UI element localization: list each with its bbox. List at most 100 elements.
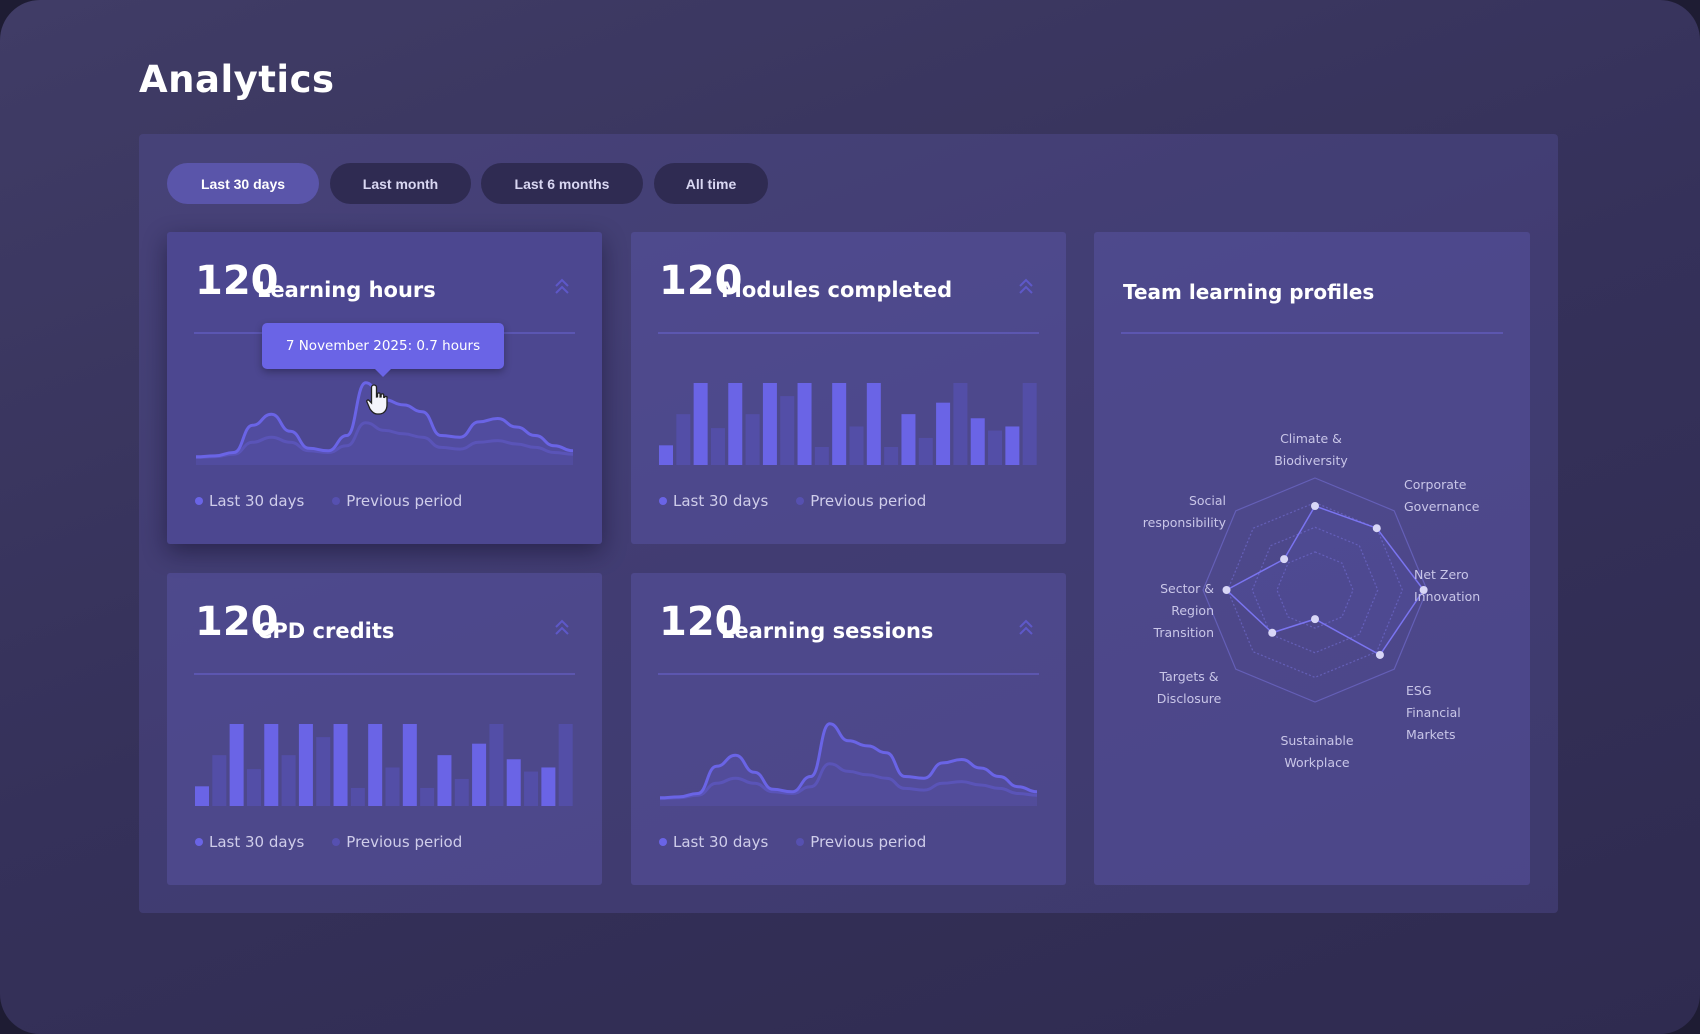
metric-label: Learning hours (257, 278, 436, 302)
chart-legend: Last 30 days Previous period (659, 492, 926, 510)
card-learning-hours[interactable]: 120 Learning hours Last 30 days Previous pe… (167, 232, 602, 544)
bar-previous (489, 724, 504, 806)
chevron-double-up-icon[interactable] (1016, 276, 1036, 296)
bar-current (541, 767, 556, 806)
radar-point (1311, 615, 1319, 624)
legend-dot (195, 838, 203, 846)
chevron-double-up-icon[interactable] (552, 276, 572, 296)
chart-tooltip: 7 November 2025: 0.7 hours (262, 323, 504, 377)
bar-current (762, 383, 777, 465)
bar-current (901, 414, 916, 465)
radar-point (1419, 586, 1428, 594)
legend-label: Previous period (810, 492, 927, 510)
bar-previous (780, 396, 795, 465)
bar-current (797, 383, 812, 465)
legend-dot (332, 497, 341, 505)
legend-label: Last 30 days (673, 833, 769, 851)
chart-legend: Last 30 days Previous period (659, 833, 926, 851)
legend-current: Last 30 days (195, 833, 304, 851)
bar-previous (849, 426, 864, 465)
bar-previous (420, 787, 435, 806)
metric-value: 120 (659, 599, 743, 645)
divider (194, 673, 575, 675)
bar-chart (658, 360, 1039, 470)
radar-chart (1202, 477, 1428, 703)
legend-dot (659, 838, 667, 846)
legend-previous: Previous period (796, 833, 926, 851)
radar-grid-ring (1202, 477, 1428, 703)
area-current (196, 382, 573, 465)
area-current (660, 723, 1037, 806)
filter-all-time[interactable]: All time (654, 163, 768, 204)
bar-current (659, 445, 673, 465)
bar-current (437, 755, 452, 806)
radar-point (1372, 524, 1381, 533)
bar-previous (212, 755, 227, 806)
metric-label: Learning sessions (721, 619, 934, 643)
bar-previous (1022, 383, 1037, 465)
filter-last-30-days[interactable]: Last 30 days (167, 163, 319, 204)
bar-chart (194, 701, 575, 811)
legend-current: Last 30 days (659, 833, 768, 851)
radar-axis-label: Targets & Disclosure (1156, 669, 1222, 706)
legend-dot (332, 838, 341, 846)
card-modules-completed[interactable]: 120 Modules completed Last 30 days Previous… (631, 232, 1066, 544)
radar-axis-label: Net Zero Innovation (1414, 567, 1481, 604)
divider (658, 673, 1039, 675)
legend-label: Previous period (346, 833, 463, 851)
bar-current (970, 418, 985, 465)
pointer-hand-icon (365, 382, 393, 416)
metric-value: 120 (195, 599, 279, 645)
filter-last-6-months[interactable]: Last 6 months (481, 163, 643, 204)
metric-label: Modules completed (721, 278, 953, 302)
bar-current (333, 724, 348, 806)
bar-current (506, 759, 521, 806)
radar-axis-label: Social responsibility (1142, 493, 1226, 530)
chevron-double-up-icon[interactable] (1016, 617, 1036, 637)
metric-value: 120 (195, 258, 279, 304)
legend-dot (195, 497, 203, 505)
bar-previous (676, 414, 691, 465)
bar-previous (385, 767, 400, 806)
card-team-learning-profiles: Team learning profiles Climate & Biodiver… (1094, 232, 1530, 885)
bar-current (866, 383, 881, 465)
bar-current (693, 383, 708, 465)
bar-current (368, 724, 383, 806)
bar-previous (953, 383, 968, 465)
divider (658, 332, 1039, 334)
bar-current (472, 743, 487, 806)
chart-legend: Last 30 days Previous period (195, 833, 462, 851)
radar-grid-ring (1276, 551, 1354, 629)
radar-grid-ring (1251, 526, 1379, 654)
bar-current (1005, 426, 1020, 465)
legend-current: Last 30 days (195, 492, 304, 510)
bar-previous (988, 430, 1003, 465)
bar-previous (524, 771, 539, 806)
bar-current (402, 724, 417, 806)
radar-grid-ring (1226, 501, 1404, 679)
bar-previous (814, 446, 829, 465)
legend-label: Last 30 days (673, 492, 769, 510)
bar-current (229, 724, 244, 806)
bar-previous (454, 778, 469, 806)
legend-dot (796, 838, 805, 846)
legend-previous: Previous period (796, 492, 926, 510)
bar-current (298, 724, 313, 806)
legend-label: Last 30 days (209, 833, 305, 851)
filter-last-month[interactable]: Last month (330, 163, 471, 204)
bar-previous (350, 787, 365, 806)
radar-point (1268, 628, 1277, 637)
legend-previous: Previous period (332, 833, 462, 851)
page-title: Analytics (139, 58, 335, 101)
line-previous (659, 762, 1038, 801)
card-learning-sessions[interactable]: 120 Learning sessions Last 30 days Previous… (631, 573, 1066, 885)
radar-point (1311, 502, 1319, 510)
chevron-double-up-icon[interactable] (552, 617, 572, 637)
bar-previous (918, 437, 933, 465)
metric-label: CPD credits (257, 619, 395, 643)
radar-title: Team learning profiles (1123, 280, 1375, 304)
card-cpd-credits[interactable]: 120 CPD credits Last 30 days Previous perio… (167, 573, 602, 885)
radar-point (1280, 555, 1289, 564)
divider (1121, 332, 1503, 334)
